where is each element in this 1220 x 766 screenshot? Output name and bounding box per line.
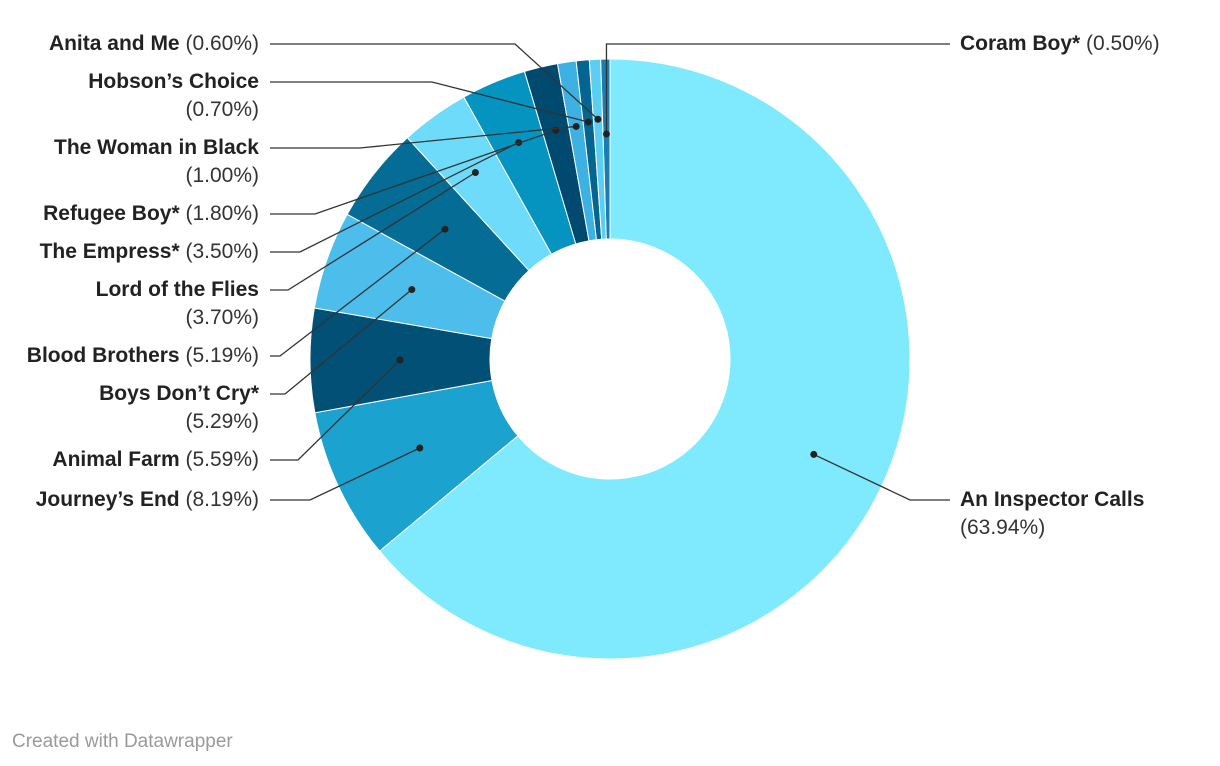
label-name: Hobson’s Choice [88,70,259,93]
label-percent-hobson-s-choice: (0.70%) [185,98,259,121]
label-name: Boys Don’t Cry* [99,382,260,405]
slice-anita-and-me[interactable] [588,58,607,240]
label-hobson-s-choice: Hobson’s Choice [88,70,259,93]
label-name: Lord of the Flies [96,278,259,301]
label-the-woman-in-black: The Woman in Black [54,136,259,159]
leader-line-lord-of-the-flies [270,171,476,291]
label-coram-boy: Coram Boy* (0.50%) [960,32,1160,55]
label-percent: (0.50%) [1080,32,1159,55]
leader-dot-hobson-s-choice [584,118,592,126]
slice-an-inspector-calls[interactable] [378,58,911,660]
leader-dot-journey-s-end [416,444,424,452]
label-name: Refugee Boy* [43,202,180,225]
label-percent-an-inspector-calls: (63.94%) [960,516,1045,539]
label-percent: (1.80%) [180,202,259,225]
slice-labels: Coram Boy* (0.50%) An Inspector Calls (63.… [27,32,1160,539]
label-name: The Empress* [40,240,181,263]
label-percent: (8.19%) [180,488,259,511]
leader-dot-coram-boy [602,130,610,138]
leader-line-refugee-boy [270,129,557,215]
label-percent-the-woman-in-black: (1.00%) [185,164,259,187]
label-percent-boys-don-t-cry: (5.29%) [185,410,259,433]
leader-line-the-empress [270,141,519,253]
label-blood-brothers: Blood Brothers (5.19%) [27,344,259,367]
leader-dot-blood-brothers [441,225,449,233]
label-journey-s-end: Journey’s End (8.19%) [36,488,259,511]
label-an-inspector-calls: An Inspector Calls [960,488,1144,511]
label-name: Journey’s End [36,488,180,511]
leader-line-boys-don-t-cry [270,289,413,395]
leader-line-the-woman-in-black [270,125,577,149]
label-refugee-boy: Refugee Boy* (1.80%) [43,202,259,225]
label-name: An Inspector Calls [960,488,1144,511]
label-name: The Woman in Black [54,136,259,159]
label-name: Coram Boy* [960,32,1081,55]
label-the-empress: The Empress* (3.50%) [40,240,259,263]
leader-line-hobson-s-choice [270,81,589,123]
label-name: Animal Farm [52,448,179,471]
label-percent: (5.59%) [180,448,259,471]
leader-line-anita-and-me [270,43,599,120]
leader-line-blood-brothers [270,228,446,357]
leader-dot-lord-of-the-flies [471,169,479,177]
donut-segments [309,58,911,660]
label-animal-farm: Animal Farm (5.59%) [52,448,259,471]
label-boys-don-t-cry: Boys Don’t Cry* [99,382,260,405]
leader-line-an-inspector-calls [813,453,950,501]
leader-line-journey-s-end [270,447,421,501]
label-percent-lord-of-the-flies: (3.70%) [185,306,259,329]
label-name: Blood Brothers [27,344,180,367]
label-lord-of-the-flies: Lord of the Flies [96,278,259,301]
leader-dot-the-woman-in-black [572,122,580,130]
label-name: Anita and Me [49,32,180,55]
leader-line-coram-boy [605,43,950,135]
label-percent: (0.60%) [180,32,259,55]
leader-dot-animal-farm [396,356,404,364]
leader-line-animal-farm [270,359,401,461]
leader-dot-anita-and-me [594,115,602,123]
label-anita-and-me: Anita and Me (0.60%) [49,32,259,55]
leader-dot-boys-don-t-cry [408,286,416,294]
label-percent: (3.50%) [180,240,259,263]
footer-credit: Created with Datawrapper [12,731,233,752]
leader-dot-an-inspector-calls [810,450,818,458]
label-percent: (5.19%) [180,344,259,367]
